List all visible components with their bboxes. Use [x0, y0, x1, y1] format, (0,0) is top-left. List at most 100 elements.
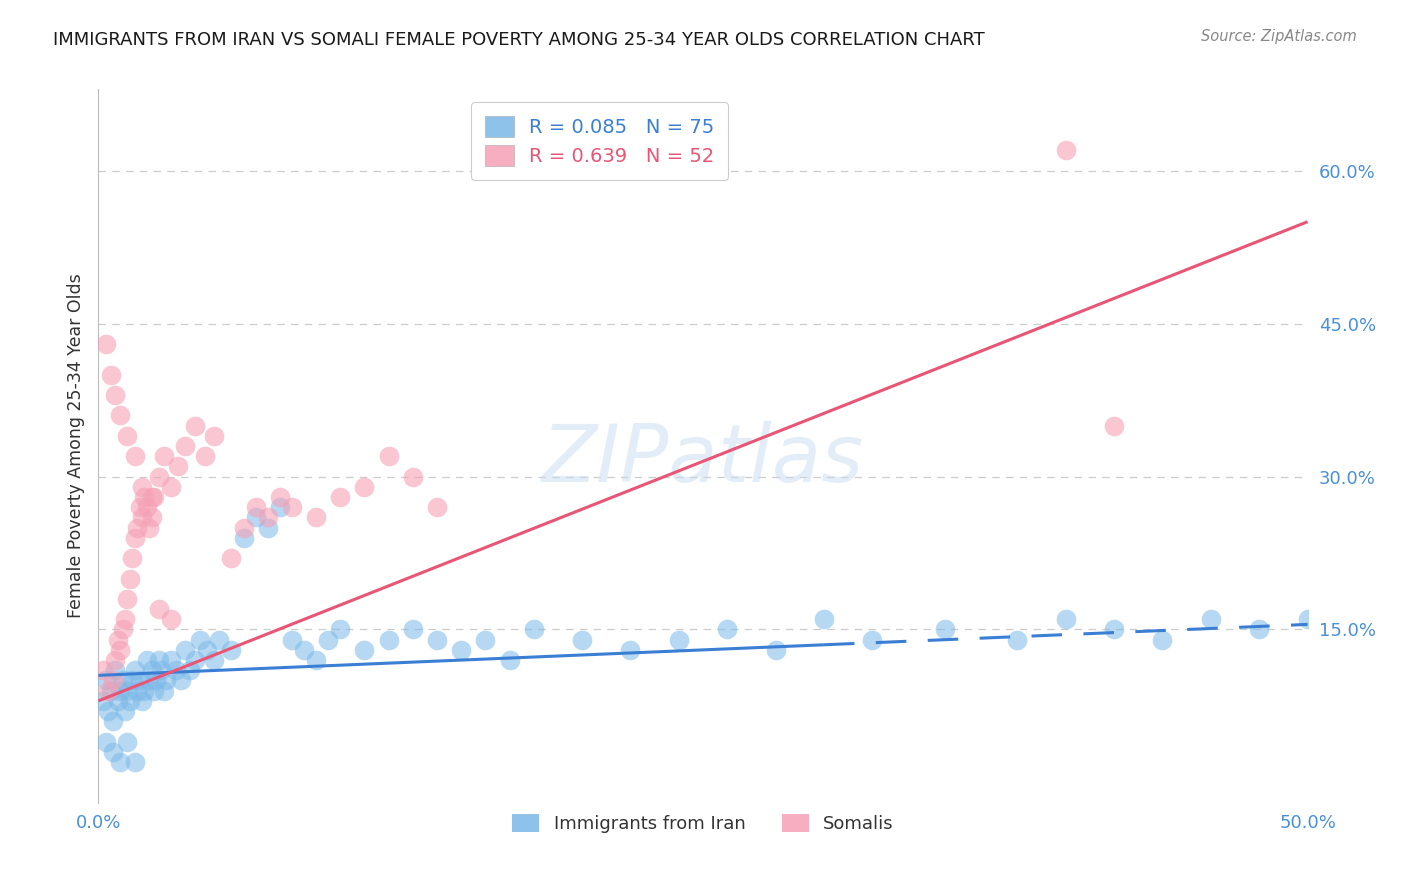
Point [194, 449, 217, 463]
Point [1249, 623, 1271, 637]
Point [155, 673, 177, 688]
Point [131, 510, 153, 524]
Point [256, 520, 278, 534]
Point [377, 632, 399, 647]
Point [1102, 623, 1125, 637]
Point [118, 572, 141, 586]
Point [232, 520, 254, 534]
Point [124, 755, 146, 769]
Point [813, 612, 835, 626]
Point [138, 673, 160, 688]
Point [1007, 632, 1029, 647]
Point [329, 623, 352, 637]
Point [619, 643, 641, 657]
Point [450, 643, 472, 657]
Point [124, 449, 146, 463]
Point [204, 653, 226, 667]
Point [150, 663, 173, 677]
Point [169, 673, 191, 688]
Text: ZIPatlas: ZIPatlas [541, 421, 865, 500]
Point [208, 632, 231, 647]
Point [124, 663, 146, 677]
Point [118, 694, 141, 708]
Point [184, 653, 207, 667]
Point [141, 510, 163, 524]
Point [160, 480, 183, 494]
Point [188, 632, 211, 647]
Point [167, 459, 190, 474]
Text: Source: ZipAtlas.com: Source: ZipAtlas.com [1201, 29, 1357, 44]
Point [269, 500, 291, 515]
Point [101, 745, 124, 759]
Point [134, 683, 156, 698]
Point [281, 632, 304, 647]
Point [668, 632, 690, 647]
Point [108, 755, 131, 769]
Point [145, 673, 167, 688]
Point [94, 673, 117, 688]
Point [353, 480, 375, 494]
Point [141, 490, 163, 504]
Point [292, 643, 315, 657]
Point [108, 643, 131, 657]
Point [204, 429, 226, 443]
Point [111, 673, 134, 688]
Point [127, 520, 149, 534]
Point [765, 643, 787, 657]
Point [221, 551, 243, 566]
Point [184, 418, 207, 433]
Text: IMMIGRANTS FROM IRAN VS SOMALI FEMALE POVERTY AMONG 25-34 YEAR OLDS CORRELATION : IMMIGRANTS FROM IRAN VS SOMALI FEMALE PO… [53, 31, 986, 49]
Point [111, 623, 134, 637]
Point [474, 632, 496, 647]
Point [571, 632, 593, 647]
Point [134, 490, 156, 504]
Point [104, 663, 127, 677]
Point [160, 612, 183, 626]
Point [135, 653, 157, 667]
Point [101, 673, 124, 688]
Point [179, 663, 201, 677]
Point [91, 663, 114, 677]
Point [281, 500, 304, 515]
Point [94, 337, 117, 351]
Point [860, 632, 883, 647]
Point [114, 612, 136, 626]
Point [101, 714, 124, 729]
Point [108, 409, 131, 423]
Point [402, 623, 425, 637]
Point [1102, 418, 1125, 433]
Point [245, 510, 267, 524]
Point [934, 623, 956, 637]
Point [143, 490, 166, 504]
Point [107, 694, 129, 708]
Point [316, 632, 339, 647]
Point [143, 683, 166, 698]
Point [269, 490, 291, 504]
Point [104, 388, 127, 402]
Point [131, 480, 153, 494]
Point [426, 500, 449, 515]
Point [127, 683, 149, 698]
Point [402, 469, 425, 483]
Point [221, 643, 243, 657]
Point [245, 500, 267, 515]
Point [1054, 144, 1077, 158]
Point [174, 643, 197, 657]
Point [160, 653, 183, 667]
Point [305, 653, 328, 667]
Point [124, 531, 146, 545]
Point [523, 623, 546, 637]
Point [305, 510, 328, 524]
Point [141, 663, 163, 677]
Point [131, 694, 153, 708]
Point [329, 490, 352, 504]
Point [426, 632, 449, 647]
Point [128, 673, 150, 688]
Point [152, 683, 174, 698]
Point [232, 531, 254, 545]
Point [256, 510, 278, 524]
Point [152, 449, 174, 463]
Point [104, 653, 127, 667]
Point [108, 683, 131, 698]
Point [107, 632, 129, 647]
